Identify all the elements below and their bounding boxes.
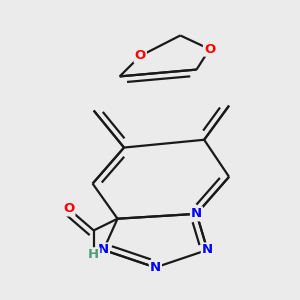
Text: O: O (63, 202, 74, 215)
Text: H: H (88, 248, 99, 261)
Text: O: O (204, 43, 215, 56)
Text: N: N (191, 207, 202, 220)
Text: N: N (202, 243, 213, 256)
Text: N: N (150, 261, 161, 274)
Text: N: N (98, 243, 109, 256)
Text: O: O (135, 50, 146, 62)
